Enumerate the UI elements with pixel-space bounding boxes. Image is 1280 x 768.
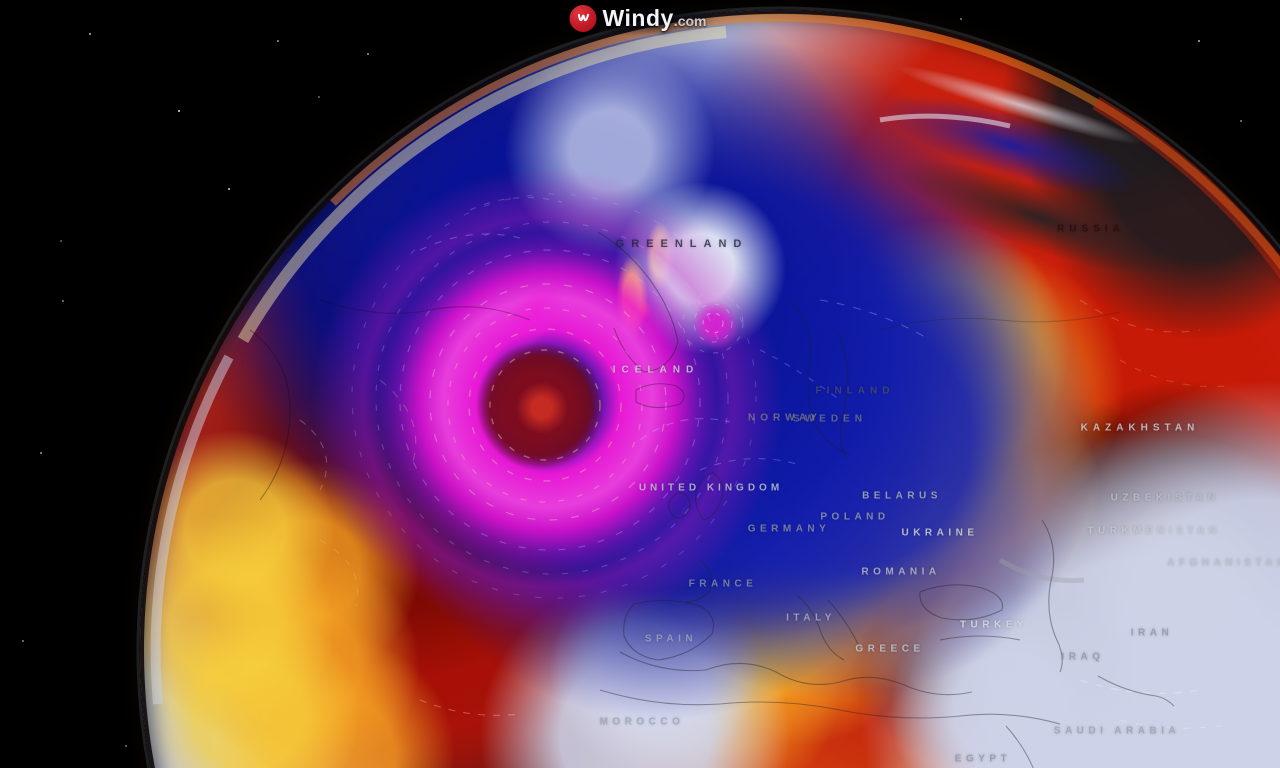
weather-globe-map[interactable]: [140, 10, 1280, 768]
star: [60, 240, 62, 242]
star: [62, 300, 64, 302]
star: [277, 40, 279, 42]
star: [367, 53, 369, 55]
vortex-tail: [476, 248, 594, 382]
star: [125, 745, 127, 747]
star: [1240, 120, 1242, 122]
windy-logo[interactable]: Windy .com: [557, 2, 723, 37]
logo-text: Windy .com: [603, 5, 707, 32]
star: [22, 640, 24, 642]
star: [1198, 40, 1200, 42]
star: [40, 452, 42, 454]
brand-suffix: .com: [673, 13, 707, 29]
star: [228, 188, 230, 190]
brand-name: Windy: [602, 5, 674, 31]
windy-swirl-icon: [569, 5, 597, 32]
star: [178, 110, 180, 112]
star: [960, 18, 962, 20]
star: [318, 96, 320, 98]
star: [89, 33, 91, 35]
